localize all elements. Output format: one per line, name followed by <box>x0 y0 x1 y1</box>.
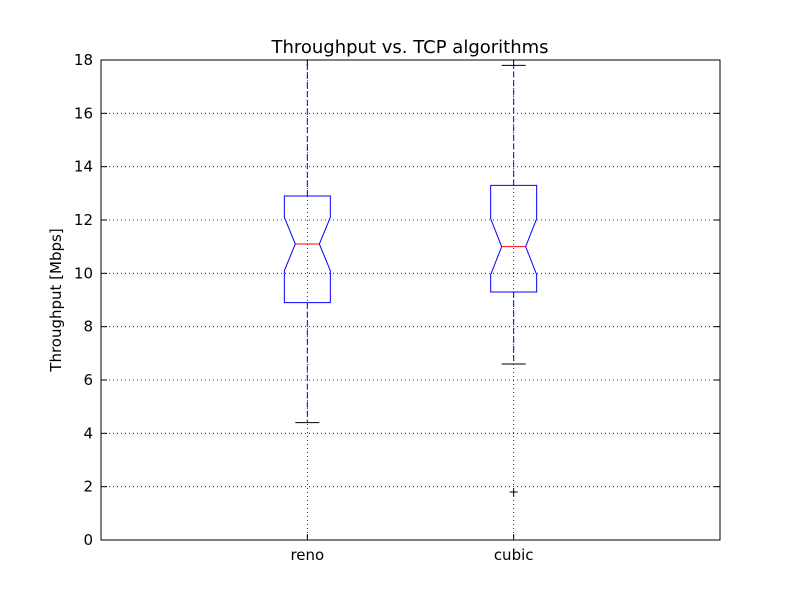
y-tick-label: 0 <box>83 531 93 549</box>
x-tick-label: reno <box>290 546 324 564</box>
x-tick-label: cubic <box>494 546 534 564</box>
x-axis-ticks: reno cubic <box>290 60 534 564</box>
y-tick-label: 6 <box>83 371 93 389</box>
chart-title: Throughput vs. TCP algorithms <box>270 37 548 58</box>
box-series <box>283 59 538 496</box>
y-tick-label: 4 <box>83 424 93 442</box>
y-tick-label: 16 <box>74 104 93 122</box>
y-tick-label: 14 <box>74 158 93 176</box>
flier-point <box>509 488 518 496</box>
y-axis-label: Throughput [Mbps] <box>47 228 65 372</box>
y-tick-label: 2 <box>83 478 93 496</box>
y-tick-label: 18 <box>74 51 93 69</box>
plot-frame <box>100 59 721 541</box>
y-tick-label: 12 <box>74 211 93 229</box>
y-tick-label: 10 <box>74 264 93 282</box>
box-cubic <box>490 64 538 496</box>
y-axis-ticks: 0 2 4 6 8 10 12 14 16 18 <box>74 51 720 549</box>
y-tick-label: 8 <box>83 318 93 336</box>
notched-box <box>283 195 331 304</box>
notched-box <box>490 184 538 293</box>
